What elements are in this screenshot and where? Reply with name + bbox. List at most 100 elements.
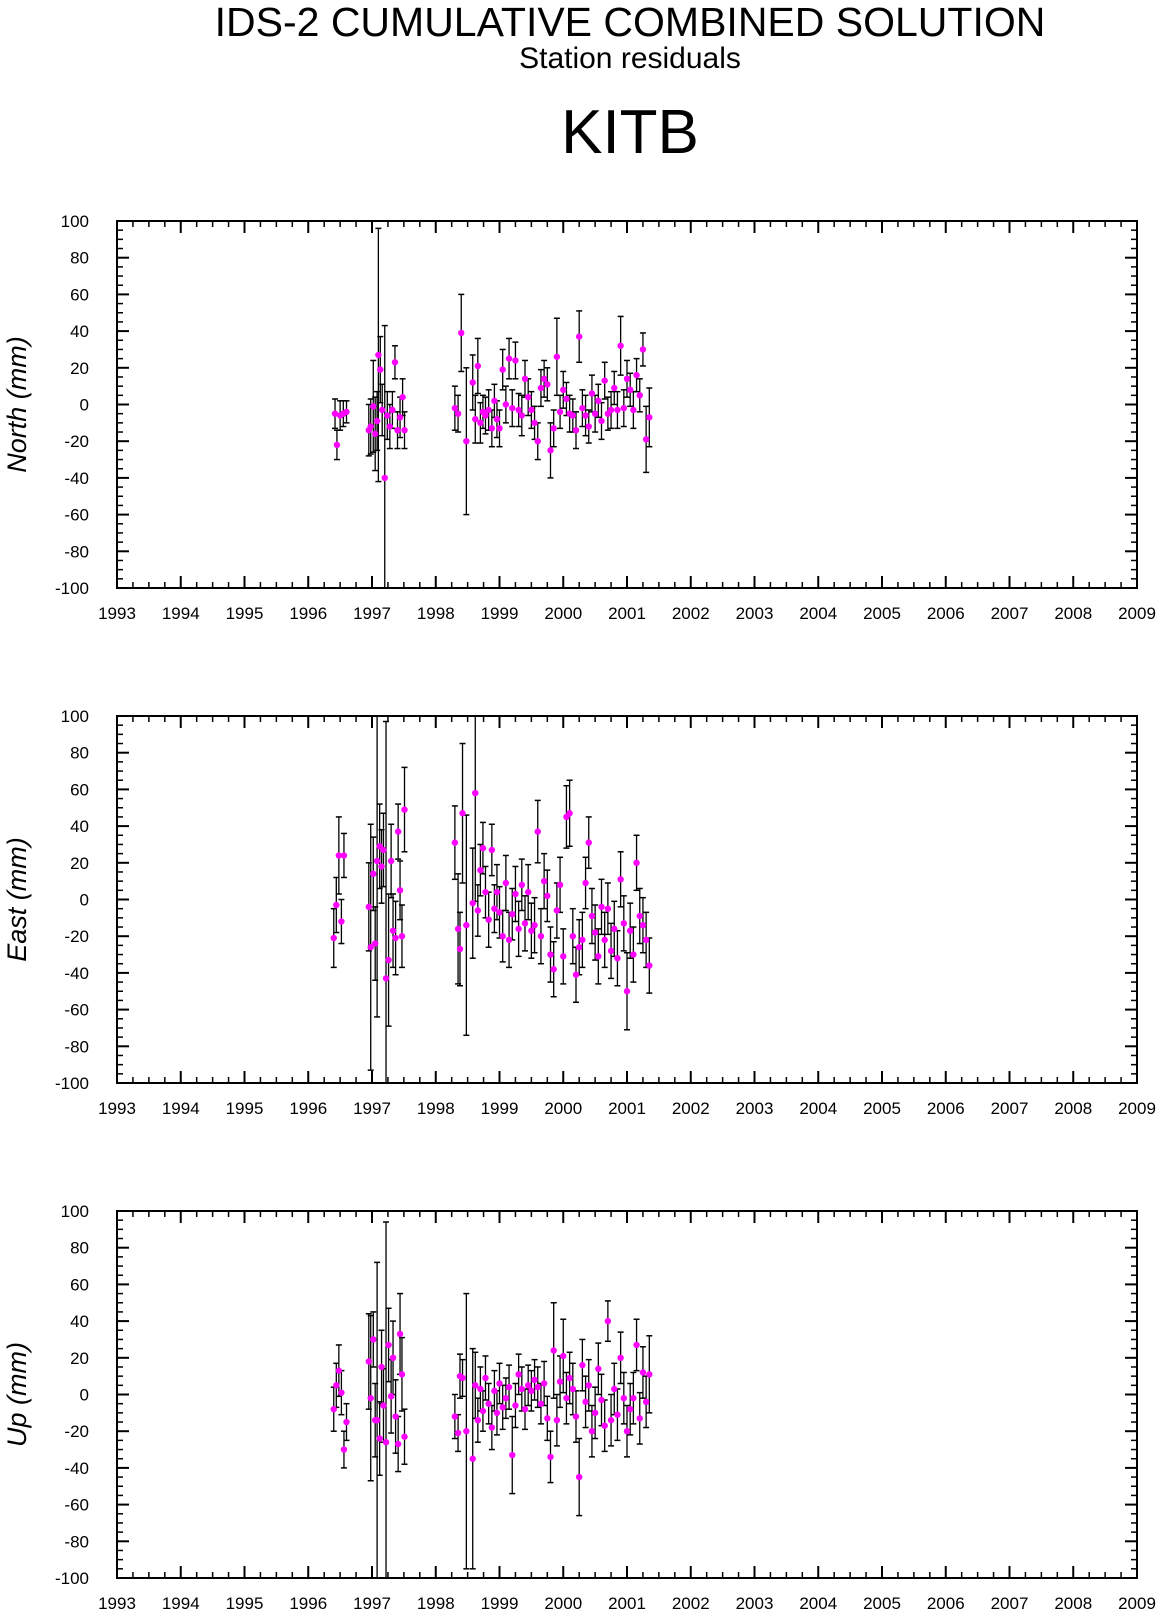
y-tick-label: 80 (70, 1239, 89, 1258)
x-tick-label: 2008 (1054, 604, 1092, 623)
data-point (601, 936, 608, 944)
x-tick-label: 2003 (736, 1099, 774, 1118)
main-title: IDS-2 CUMULATIVE COMBINED SOLUTION (214, 0, 1046, 45)
data-point (365, 1358, 373, 1365)
data-point (591, 410, 599, 417)
data-point (485, 406, 492, 414)
panel-up: 1993 1994 1995 1996 1997 1998 1999 2000 2001 2002… (2, 1202, 1156, 1613)
data-point (547, 951, 554, 958)
data-point (330, 934, 337, 942)
data-point (394, 1440, 402, 1448)
data-point (604, 1317, 612, 1325)
y-tick-label: 40 (70, 817, 89, 836)
x-tick-label: 1996 (289, 604, 327, 623)
x-tick-label: 1998 (417, 1099, 455, 1118)
x-tick-label: 1996 (289, 1594, 327, 1613)
y-tick-label: -20 (64, 432, 89, 451)
data-point (553, 353, 561, 360)
data-point (370, 403, 377, 410)
data-point (378, 863, 385, 870)
data-point (509, 1451, 516, 1459)
data-point (386, 423, 394, 430)
data-point (563, 395, 570, 403)
data-point (623, 1428, 631, 1435)
data-point (512, 357, 519, 364)
y-tick-label: -40 (64, 1459, 89, 1478)
data-point (382, 1439, 390, 1446)
y-tick-label: 40 (70, 322, 89, 341)
data-point (463, 1428, 470, 1435)
y-tick-label: -100 (55, 579, 89, 598)
x-tick-label: 1994 (162, 604, 200, 623)
x-tick-label: 1995 (226, 1594, 264, 1613)
data-point (371, 940, 379, 947)
panel-north: 1993 1994 1995 1996 1997 1998 1999 2000 2001 2002… (2, 212, 1156, 623)
data-point (493, 415, 501, 423)
data-point (377, 366, 384, 373)
data-point (505, 355, 513, 362)
data-point (399, 393, 406, 401)
data-point (579, 404, 586, 412)
data-point (547, 1453, 554, 1461)
data-point (454, 925, 462, 933)
y-tick-label: -20 (64, 1422, 89, 1441)
data-point (569, 933, 577, 940)
data-point (385, 956, 392, 964)
data-point (588, 1428, 596, 1435)
x-tick-label: 2009 (1118, 1099, 1156, 1118)
x-tick-label: 2005 (863, 604, 901, 623)
data-point (626, 386, 634, 394)
data-point (521, 920, 529, 927)
data-point (512, 1402, 519, 1409)
data-point (451, 1413, 459, 1420)
x-tick-label: 1996 (289, 1099, 327, 1118)
x-tick-label: 1995 (226, 604, 264, 623)
x-tick-label: 2002 (672, 604, 710, 623)
data-point (620, 920, 628, 927)
data-point (611, 1385, 618, 1393)
data-point (381, 474, 388, 482)
data-point (499, 366, 506, 373)
data-point (401, 806, 408, 813)
data-point (534, 828, 541, 835)
data-point (591, 1409, 599, 1417)
y-tick-label: -60 (64, 506, 89, 525)
data-point (553, 907, 561, 914)
data-point (582, 1398, 589, 1406)
y-axis-label: East (mm) (2, 837, 32, 962)
data-point (607, 406, 615, 414)
data-point (607, 947, 615, 955)
data-point (569, 412, 577, 419)
x-tick-label: 2007 (991, 1099, 1029, 1118)
data-point (646, 962, 653, 969)
data-point (488, 425, 496, 432)
x-tick-label: 2003 (736, 604, 774, 623)
data-point (604, 905, 612, 912)
x-tick-label: 2009 (1118, 604, 1156, 623)
data-point (338, 1389, 345, 1396)
data-point (531, 419, 538, 427)
data-point (505, 1383, 513, 1391)
data-point (477, 866, 484, 874)
data-point (550, 425, 557, 432)
data-point (540, 375, 548, 383)
data-point (623, 988, 631, 995)
data-point (534, 1383, 541, 1391)
y-tick-label: 100 (61, 1202, 89, 1221)
y-axis-label: Up (mm) (2, 1342, 32, 1447)
data-point (598, 1396, 605, 1404)
data-point (544, 1415, 551, 1422)
data-point (620, 1394, 628, 1402)
y-tick-label: 0 (80, 1386, 89, 1405)
x-tick-label: 2000 (544, 604, 582, 623)
x-tick-label: 2002 (672, 1594, 710, 1613)
plot-frame (116, 1210, 1138, 1579)
data-point (485, 916, 492, 923)
data-point (331, 410, 339, 417)
data-point (626, 1405, 634, 1413)
data-point (585, 839, 592, 846)
data-point (588, 912, 596, 920)
data-point (630, 951, 637, 958)
data-point (330, 1405, 337, 1413)
data-point (646, 1371, 653, 1378)
